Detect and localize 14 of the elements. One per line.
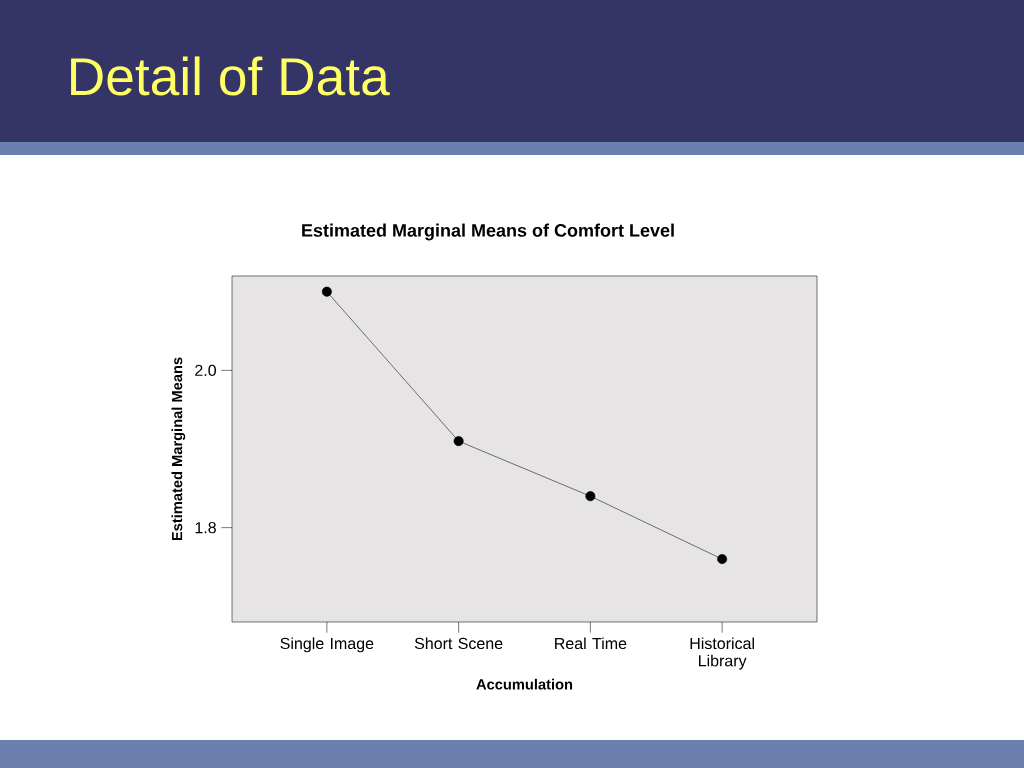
x-axis-title: Accumulation <box>476 678 573 690</box>
point <box>453 436 464 447</box>
point <box>321 286 332 297</box>
x-tick-label: Historical Library <box>690 637 754 670</box>
x-tick-label: Single Image <box>280 637 374 653</box>
y-axis-title: Estimated Marginal Means <box>171 357 186 541</box>
chart-title: Detail of Data <box>71 56 390 96</box>
point <box>717 554 728 565</box>
y-tick-label: 2.0 <box>195 364 217 377</box>
x-tick-label: Short Scene <box>414 637 503 650</box>
point <box>585 491 596 502</box>
chart-subtitle: Estimated Marginal Means of Comfort Level <box>302 223 674 241</box>
y-tick-label: 1.8 <box>195 521 216 534</box>
x-tick-label: Real Time <box>555 637 627 650</box>
